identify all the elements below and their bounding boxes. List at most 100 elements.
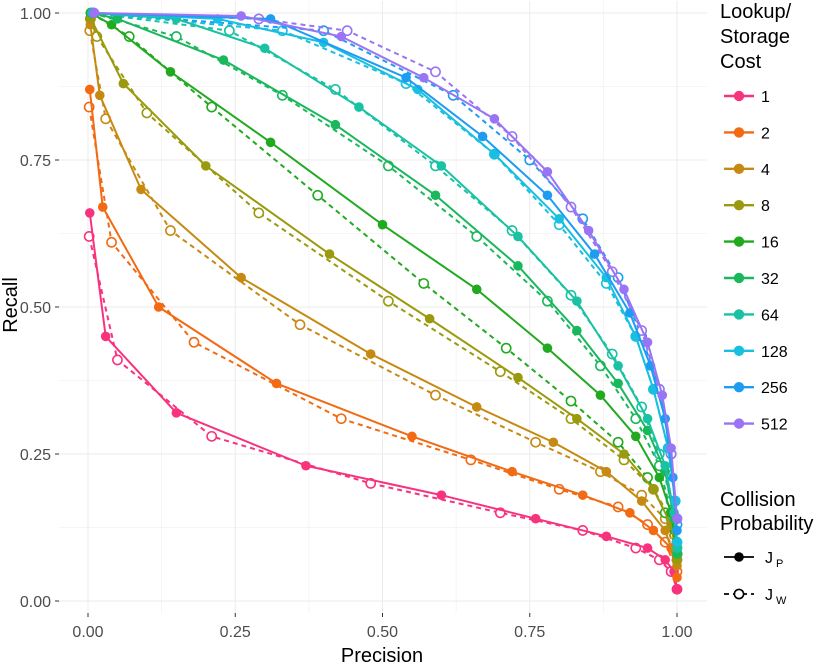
color-legend-item: 2 — [724, 125, 770, 142]
data-point — [542, 166, 553, 177]
data-point — [489, 114, 500, 124]
data-point — [377, 219, 388, 230]
data-point — [636, 496, 647, 506]
legend-label: 16 — [761, 235, 779, 252]
data-point — [106, 19, 117, 30]
data-point — [365, 349, 376, 359]
data-point — [642, 425, 653, 436]
color-legend-item: 128 — [724, 344, 788, 361]
data-point — [572, 296, 582, 306]
series-512-j_p — [89, 8, 682, 524]
data-point — [253, 207, 265, 219]
data-point — [206, 101, 218, 113]
data-point — [354, 102, 364, 112]
legend-label: 512 — [761, 417, 788, 434]
data-point — [312, 189, 324, 201]
series-1-j_p — [84, 208, 682, 595]
data-point — [619, 284, 629, 295]
data-point — [118, 78, 129, 89]
data-point — [530, 436, 542, 448]
data-point — [601, 531, 612, 542]
legend-key-point — [733, 272, 745, 284]
data-point — [630, 431, 641, 442]
data-point — [112, 14, 123, 24]
linetype-legend-title-line-1: Collision — [720, 489, 796, 511]
series-line — [93, 12, 678, 519]
data-point — [612, 436, 624, 448]
series-2-j_p — [84, 84, 682, 583]
y-tick-label: 0.75 — [20, 153, 51, 170]
color-legend-item: 8 — [724, 198, 770, 215]
data-point — [642, 413, 653, 424]
color-legend-title-line-3: Cost — [720, 51, 762, 73]
series-8-j_p — [86, 14, 682, 565]
data-point — [494, 366, 506, 378]
data-point — [430, 190, 441, 201]
data-point — [223, 25, 235, 37]
color-legend-item: 4 — [724, 162, 770, 179]
data-point — [613, 361, 623, 371]
data-point — [672, 584, 682, 595]
legend-key-point — [733, 345, 745, 356]
data-point — [436, 161, 447, 171]
legend-key-point — [733, 200, 745, 211]
y-tick-label: 1.00 — [20, 6, 51, 23]
linetype-legend-items: J PJ W — [724, 550, 787, 607]
data-point — [294, 319, 306, 331]
legend-label: 1 — [761, 89, 770, 106]
data-point — [201, 161, 211, 171]
data-point — [84, 208, 95, 218]
legend-label: J — [765, 587, 773, 604]
data-point — [672, 525, 682, 536]
data-point — [271, 378, 282, 389]
data-point — [542, 343, 553, 353]
data-point — [171, 408, 182, 418]
y-axis-title: Recall — [0, 277, 22, 333]
linetype-legend: Collision Probability J PJ W — [720, 489, 813, 607]
data-point — [513, 231, 523, 242]
data-point — [625, 508, 635, 518]
color-legend: Lookup/ Storage Cost 1 2 4 8 16 32 64 128 256 512 — [720, 1, 792, 434]
data-point — [123, 31, 135, 42]
data-point — [336, 31, 347, 42]
data-point — [259, 43, 270, 54]
legend-label: 8 — [761, 198, 770, 215]
data-point — [341, 25, 353, 37]
data-point — [84, 84, 95, 95]
data-point — [136, 184, 146, 195]
data-point — [324, 249, 335, 259]
data-point — [471, 402, 482, 412]
data-point — [471, 284, 482, 295]
data-point — [335, 413, 347, 425]
data-point — [572, 325, 582, 336]
data-point — [236, 11, 246, 21]
color-legend-item: 64 — [724, 307, 779, 324]
series-64-j_p — [87, 8, 682, 553]
data-point — [188, 336, 200, 348]
data-point — [601, 466, 612, 477]
legend-label: 128 — [761, 344, 788, 361]
legend-key-point — [733, 90, 745, 102]
series-line — [91, 12, 678, 555]
data-point — [672, 537, 682, 547]
data-point — [106, 236, 117, 248]
legend-label: J — [765, 550, 773, 567]
axes: 0.00 0.25 0.50 0.75 1.00 0.00 0.25 0.50 0.75 1.00 — [20, 6, 693, 641]
legend-key-point — [733, 163, 745, 174]
legend-key-point — [733, 127, 745, 138]
legend-key-point — [733, 588, 745, 600]
color-legend-item: 16 — [724, 235, 779, 252]
data-point — [100, 331, 111, 342]
data-point — [530, 513, 541, 524]
legend-key-point — [734, 552, 744, 562]
data-point — [672, 572, 682, 583]
x-axis-title: Precision — [341, 645, 423, 664]
color-legend-title-line-1: Lookup/ — [720, 1, 792, 23]
data-point — [625, 308, 635, 318]
data-point — [477, 131, 488, 142]
data-point — [165, 225, 176, 236]
